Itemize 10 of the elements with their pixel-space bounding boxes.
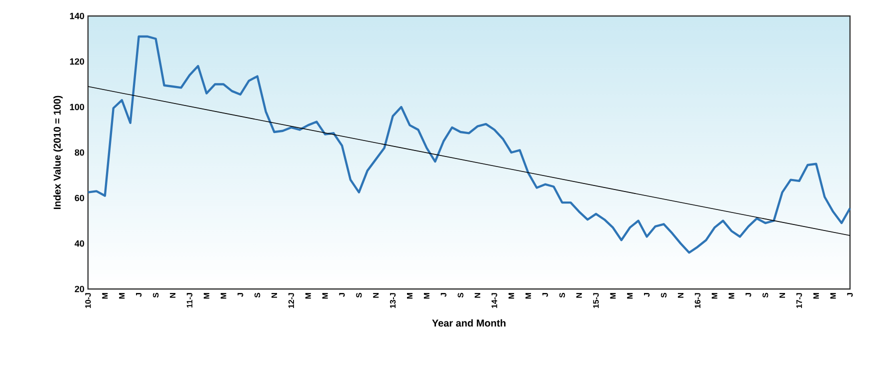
y-tick-label: 100	[70, 104, 84, 110]
y-tick-label: 140	[70, 12, 84, 20]
x-axis-title: Year and Month	[432, 319, 506, 327]
y-tick-label: 40	[74, 240, 84, 247]
y-tick-label: 20	[74, 286, 84, 292]
y-axis-title: Index Value (2010 = 100)	[53, 96, 63, 210]
line-series	[86, 35, 852, 254]
y-tick-label: 80	[74, 149, 84, 156]
y-tick-label: 120	[70, 58, 84, 65]
y-tick-label: 60	[74, 194, 84, 202]
